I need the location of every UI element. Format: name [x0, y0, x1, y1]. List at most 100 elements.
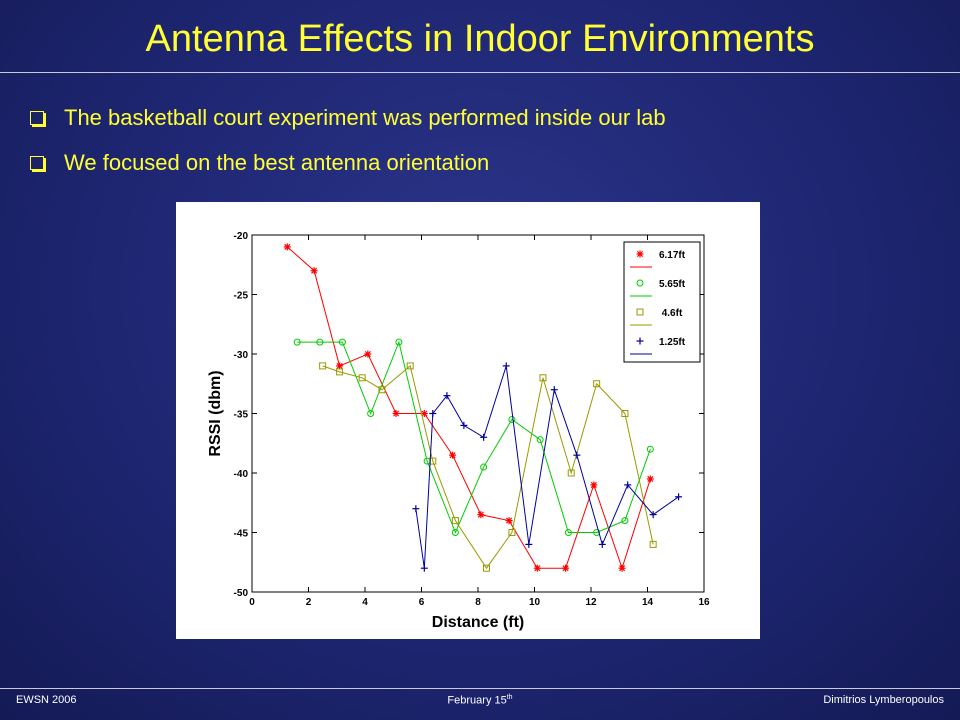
marker-shape — [621, 410, 629, 417]
data-point — [598, 540, 606, 548]
series-line — [286, 246, 651, 570]
x-tick-label: 8 — [475, 597, 481, 608]
footer-conference: EWSN 2006 — [16, 694, 77, 706]
marker-stroke — [506, 517, 513, 524]
data-point — [646, 445, 654, 453]
data-point — [477, 511, 485, 519]
marker-shape — [378, 386, 386, 394]
y-tick-label: -30 — [234, 350, 249, 361]
y-tick-label: -35 — [234, 410, 249, 421]
series-line — [322, 364, 654, 570]
marker-stroke — [449, 452, 456, 459]
data-point — [508, 415, 516, 423]
marker-shape — [646, 445, 654, 453]
legend-marker — [636, 308, 644, 316]
legend-item: 5.65ft — [630, 279, 686, 297]
data-point — [310, 267, 318, 275]
marker-stroke — [336, 362, 343, 369]
marker-shape — [480, 463, 488, 471]
legend-label: 6.17ft — [659, 250, 686, 261]
data-point — [621, 517, 629, 525]
data-point — [364, 350, 372, 358]
marker-shape — [319, 362, 327, 370]
y-tick-label: -40 — [234, 469, 249, 480]
data-point — [550, 386, 558, 394]
data-point — [508, 529, 516, 536]
data-point — [646, 475, 654, 483]
data-point — [649, 511, 657, 519]
marker-shape — [539, 374, 547, 382]
data-point — [675, 493, 683, 501]
marker-shape — [564, 529, 572, 536]
data-point — [562, 564, 570, 572]
x-tick-label: 14 — [642, 597, 654, 608]
square-bullet-icon — [30, 111, 44, 125]
data-point — [590, 481, 598, 489]
legend-item: 4.6ft — [630, 308, 683, 326]
marker-shape — [636, 279, 644, 287]
x-tick-label: 10 — [529, 597, 541, 608]
data-point — [358, 374, 366, 382]
marker-shape — [593, 529, 601, 536]
legend-item: 1.25ft — [630, 337, 686, 355]
legend-label: 1.25ft — [659, 337, 686, 348]
marker-stroke — [393, 410, 400, 417]
legend-box — [623, 241, 701, 363]
data-point — [593, 380, 601, 388]
data-point — [392, 410, 400, 417]
rssi-distance-chart: 0 2 4 6 8 10 12 14 16 -20 -25 -30 -35 -40 -45 -50 Distan… — [207, 231, 710, 631]
data-point — [536, 436, 544, 444]
data-point — [564, 529, 572, 536]
data-point — [283, 243, 291, 251]
data-point — [525, 540, 533, 548]
data-point — [443, 392, 451, 400]
footer-author: Dimitrios Lymberopoulos — [823, 694, 944, 706]
footer-date-suffix: th — [506, 694, 513, 701]
series-5-65ft — [293, 338, 654, 536]
y-axis-label: RSSI (dbm) — [207, 370, 224, 456]
marker-shape — [482, 564, 490, 572]
marker-shape — [367, 410, 375, 417]
data-point — [573, 451, 581, 459]
marker-stroke — [311, 267, 318, 274]
data-point — [480, 433, 488, 441]
marker-shape — [316, 338, 324, 346]
x-tick-label: 16 — [698, 597, 710, 608]
footer-date-main: February 15 — [447, 694, 507, 707]
x-tick-label: 12 — [585, 597, 597, 608]
x-tick-label: 2 — [306, 597, 312, 608]
bullet-item: The basketball court experiment was perf… — [28, 100, 666, 136]
legend-label: 4.6ft — [662, 308, 683, 319]
marker-stroke — [562, 565, 569, 572]
data-point — [621, 410, 629, 417]
square-bullet-icon — [30, 156, 44, 170]
title-divider — [0, 72, 960, 73]
data-point — [319, 362, 327, 370]
marker-stroke — [477, 511, 484, 518]
marker-stroke — [590, 481, 597, 488]
bullet-text: The basketball court experiment was perf… — [64, 105, 666, 130]
marker-shape — [395, 338, 403, 346]
legend-label: 5.65ft — [659, 279, 686, 290]
marker-stroke — [619, 565, 626, 572]
marker-shape — [336, 368, 344, 376]
marker-shape — [621, 517, 629, 525]
data-point — [539, 374, 547, 382]
data-point — [406, 362, 414, 370]
marker-shape — [636, 308, 644, 316]
marker-shape — [358, 374, 366, 382]
bullet-text: We focused on the best antenna orientati… — [64, 150, 490, 175]
data-point — [429, 410, 437, 417]
series-6-17ft — [283, 243, 654, 572]
data-point — [451, 517, 459, 525]
marker-shape — [508, 415, 516, 423]
data-point — [316, 338, 324, 346]
marker-stroke — [421, 410, 428, 417]
legend: 6.17ft 5.65ft 4.6ft 1.25ft — [623, 241, 701, 363]
bullet-item: We focused on the best antenna orientati… — [28, 145, 666, 181]
series-line — [297, 340, 651, 534]
legend-marker — [636, 250, 644, 258]
chart-panel: 0 2 4 6 8 10 12 14 16 -20 -25 -30 -35 -40 -45 -50 Distan… — [176, 202, 760, 639]
data-point — [395, 338, 403, 346]
marker-stroke — [284, 243, 291, 250]
